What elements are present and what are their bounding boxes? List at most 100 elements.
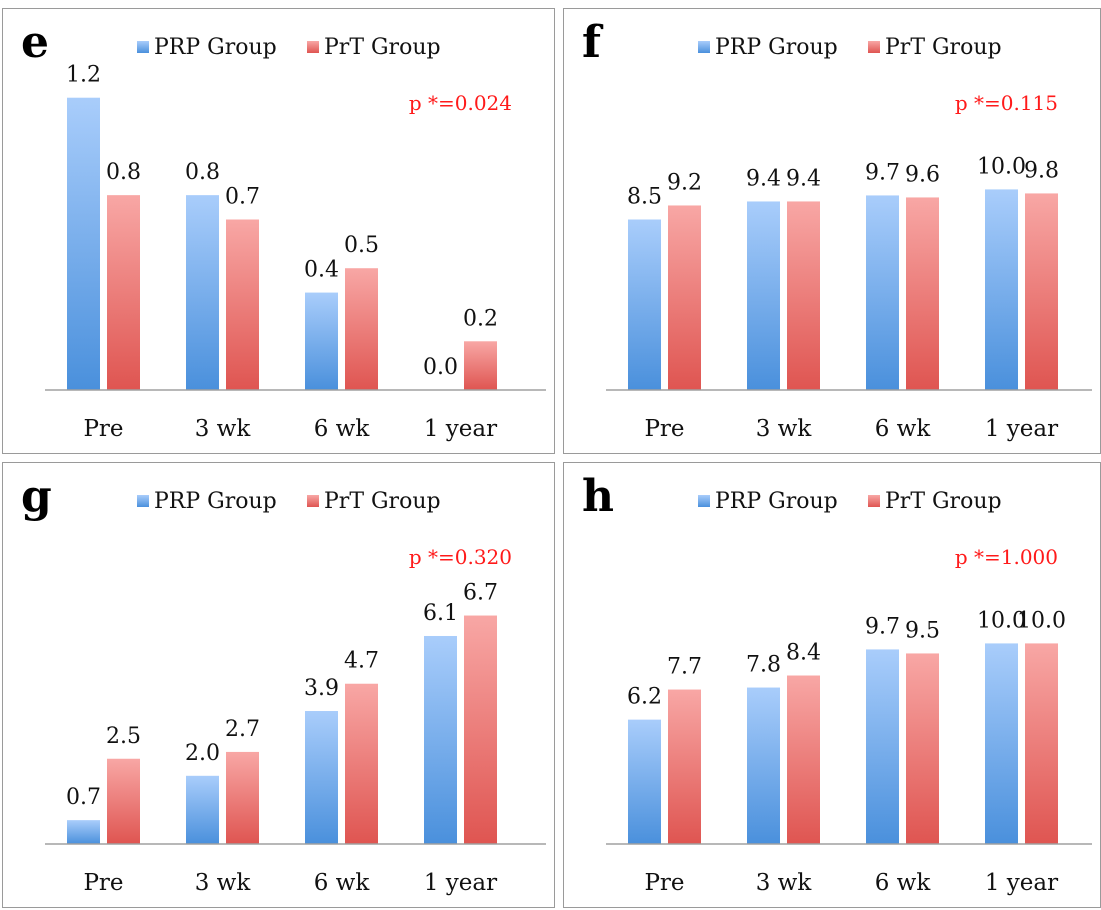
bar-prp-3 bbox=[424, 635, 457, 844]
panel-label: h bbox=[582, 471, 614, 522]
legend-swatch-prt bbox=[868, 495, 880, 507]
x-tick-label: 6 wk bbox=[314, 870, 371, 896]
data-label-prp-3: 6.1 bbox=[423, 601, 458, 626]
bar-prp-0 bbox=[67, 97, 100, 390]
data-label-prp-3: 10.0 bbox=[977, 608, 1026, 633]
data-label-prt-0: 2.5 bbox=[106, 724, 141, 749]
legend-swatch-prp bbox=[698, 495, 710, 507]
chart-panel-f: f PRP Group PrT Group p *=0.115 8.5 9.2 Pre 9.4… bbox=[563, 8, 1101, 454]
data-label-prt-3: 6.7 bbox=[463, 581, 498, 606]
bar-prt-1 bbox=[226, 219, 259, 390]
data-label-prt-2: 9.5 bbox=[905, 618, 940, 643]
x-tick-label: Pre bbox=[644, 416, 684, 442]
bar-prt-2 bbox=[345, 268, 378, 390]
bar-prp-2 bbox=[866, 195, 899, 390]
legend-label-prp: PRP Group bbox=[154, 489, 277, 514]
chart-svg: e PRP Group PrT Group p *=0.024 1.2 0.8 Pre 0.8… bbox=[21, 17, 546, 442]
bar-prp-0 bbox=[628, 219, 661, 390]
p-value-annotation: p *=0.024 bbox=[409, 91, 512, 115]
chart-panel-e: e PRP Group PrT Group p *=0.024 1.2 0.8 Pre 0.8… bbox=[2, 8, 555, 454]
panel-label: g bbox=[21, 471, 52, 522]
bar-prt-0 bbox=[668, 689, 701, 844]
x-tick-label: Pre bbox=[644, 870, 684, 896]
bar-prp-1 bbox=[186, 775, 219, 844]
bar-prt-1 bbox=[787, 201, 820, 390]
legend-swatch-prp bbox=[698, 41, 710, 53]
data-label-prt-2: 0.5 bbox=[344, 233, 379, 258]
bar-prt-1 bbox=[226, 751, 259, 844]
data-label-prt-1: 2.7 bbox=[225, 717, 260, 742]
x-tick-label: 1 year bbox=[985, 870, 1058, 896]
data-label-prp-1: 0.8 bbox=[185, 160, 220, 185]
legend-swatch-prt bbox=[307, 495, 319, 507]
data-label-prp-3: 10.0 bbox=[977, 154, 1026, 179]
legend-label-prt: PrT Group bbox=[324, 35, 441, 60]
data-label-prt-3: 0.2 bbox=[463, 306, 498, 331]
legend-label-prt: PrT Group bbox=[885, 35, 1002, 60]
legend-swatch-prt bbox=[868, 41, 880, 53]
chart-svg: h PRP Group PrT Group p *=1.000 6.27.7 Pre 7.8… bbox=[582, 471, 1092, 896]
x-tick-label: 6 wk bbox=[875, 416, 932, 442]
x-tick-label: Pre bbox=[83, 870, 123, 896]
bar-prt-0 bbox=[107, 195, 140, 390]
x-tick-label: 3 wk bbox=[195, 416, 252, 442]
bar-prp-2 bbox=[305, 711, 338, 844]
data-label-prt-1: 8.4 bbox=[786, 641, 821, 666]
x-tick-label: 1 year bbox=[985, 416, 1058, 442]
data-label-prt-0: 9.2 bbox=[667, 170, 702, 195]
legend-swatch-prp bbox=[137, 495, 149, 507]
data-label-prt-2: 4.7 bbox=[344, 649, 379, 674]
p-value-annotation: p *=0.320 bbox=[409, 545, 512, 569]
bar-prt-1 bbox=[787, 675, 820, 844]
p-value-annotation: p *=1.000 bbox=[955, 545, 1058, 569]
x-tick-label: 3 wk bbox=[756, 870, 813, 896]
data-label-prt-0: 7.7 bbox=[667, 655, 702, 680]
bar-prp-1 bbox=[186, 195, 219, 390]
legend-label-prp: PRP Group bbox=[154, 35, 277, 60]
data-label-prp-0: 0.7 bbox=[66, 785, 101, 810]
bar-prp-3 bbox=[985, 643, 1018, 844]
x-tick-label: 1 year bbox=[424, 416, 497, 442]
legend-label-prp: PRP Group bbox=[715, 489, 838, 514]
data-label-prp-2: 9.7 bbox=[865, 614, 900, 639]
legend-label-prt: PrT Group bbox=[324, 489, 441, 514]
x-tick-label: Pre bbox=[83, 416, 123, 442]
legend-swatch-prt bbox=[307, 41, 319, 53]
bar-prt-2 bbox=[906, 197, 939, 390]
data-label-prp-1: 9.4 bbox=[746, 166, 781, 191]
data-label-prp-1: 7.8 bbox=[746, 653, 781, 678]
x-tick-label: 3 wk bbox=[195, 870, 252, 896]
x-tick-label: 1 year bbox=[424, 870, 497, 896]
data-label-prp-2: 0.4 bbox=[304, 258, 339, 283]
bar-prt-3 bbox=[464, 615, 497, 844]
legend-label-prp: PRP Group bbox=[715, 35, 838, 60]
data-label-prp-0: 8.5 bbox=[627, 185, 662, 210]
bar-prp-1 bbox=[747, 201, 780, 390]
panel-label: f bbox=[582, 17, 604, 68]
data-label-prp-1: 2.0 bbox=[185, 741, 220, 766]
bar-prt-3 bbox=[1025, 643, 1058, 844]
x-tick-label: 6 wk bbox=[875, 870, 932, 896]
bar-prt-0 bbox=[668, 205, 701, 390]
p-value-annotation: p *=0.115 bbox=[955, 91, 1058, 115]
chart-panel-h: h PRP Group PrT Group p *=1.000 6.2 7.7 Pre 7.8… bbox=[563, 462, 1101, 908]
bar-prp-0 bbox=[67, 820, 100, 844]
legend-label-prt: PrT Group bbox=[885, 489, 1002, 514]
data-label-prt-1: 9.4 bbox=[786, 166, 821, 191]
bar-prt-3 bbox=[1025, 193, 1058, 390]
x-tick-label: 3 wk bbox=[756, 416, 813, 442]
legend-swatch-prp bbox=[137, 41, 149, 53]
x-tick-label: 6 wk bbox=[314, 416, 371, 442]
data-label-prp-0: 6.2 bbox=[627, 685, 662, 710]
chart-svg: f PRP Group PrT Group p *=0.115 8.59.2 Pre 9.4… bbox=[582, 17, 1092, 442]
bar-prp-3 bbox=[985, 189, 1018, 390]
bar-prp-2 bbox=[305, 292, 338, 390]
bar-prt-3 bbox=[464, 341, 497, 390]
data-label-prt-3: 10.0 bbox=[1017, 608, 1066, 633]
data-label-prp-2: 9.7 bbox=[865, 160, 900, 185]
bar-prt-2 bbox=[906, 653, 939, 844]
panel-label: e bbox=[21, 17, 49, 68]
data-label-prt-3: 9.8 bbox=[1024, 158, 1059, 183]
data-label-prt-0: 0.8 bbox=[106, 160, 141, 185]
data-label-prp-3: 0.0 bbox=[423, 355, 458, 380]
